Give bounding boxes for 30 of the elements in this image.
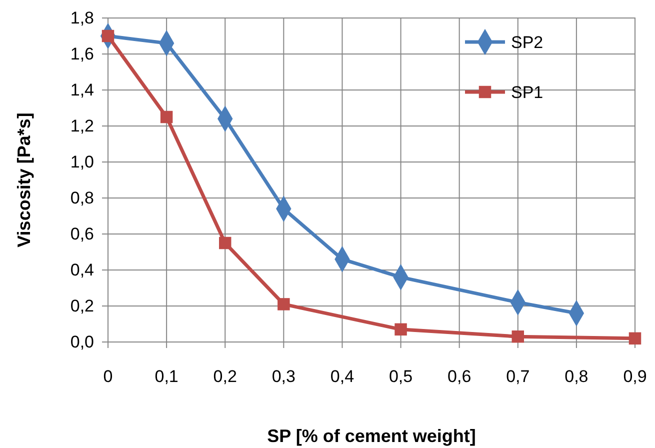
x-axis-title: SP [% of cement weight] <box>267 426 476 446</box>
x-tick-label: 0,9 <box>623 367 647 386</box>
y-tick-label: 1,6 <box>70 44 94 64</box>
point <box>512 330 524 343</box>
x-tick-label: 0,7 <box>506 367 530 386</box>
x-tick-label: 0,6 <box>448 367 472 386</box>
x-tick-label: 0,5 <box>388 367 413 386</box>
y-tick-label: 0,4 <box>70 260 94 280</box>
y-tick-label: 0,2 <box>70 296 94 316</box>
y-tick-label: 0,0 <box>70 332 94 352</box>
x-tick-label: 0,1 <box>154 367 178 386</box>
point <box>218 236 232 250</box>
y-tick-label: 0,8 <box>70 188 94 208</box>
y-axis-title: Viscosity [Pa*s] <box>14 112 34 248</box>
y-tick-label: 1,0 <box>70 152 94 172</box>
point <box>278 298 290 310</box>
x-tick-label: 0,3 <box>272 367 296 386</box>
legend-label: SP1 <box>511 83 544 102</box>
point <box>628 332 642 345</box>
y-tick-label: 1,8 <box>70 8 94 28</box>
x-tick-label: 0,8 <box>564 367 588 386</box>
legend-label: SP2 <box>511 33 544 52</box>
y-tick-label: 0,6 <box>70 224 94 244</box>
y-tick-label: 1,4 <box>70 80 94 100</box>
point <box>160 110 173 124</box>
point <box>394 323 407 336</box>
y-tick-label: 1,2 <box>70 116 94 136</box>
x-tick-label: 0 <box>103 367 113 386</box>
x-tick-label: 0,4 <box>330 367 354 386</box>
x-tick-label: 0,2 <box>213 367 237 386</box>
